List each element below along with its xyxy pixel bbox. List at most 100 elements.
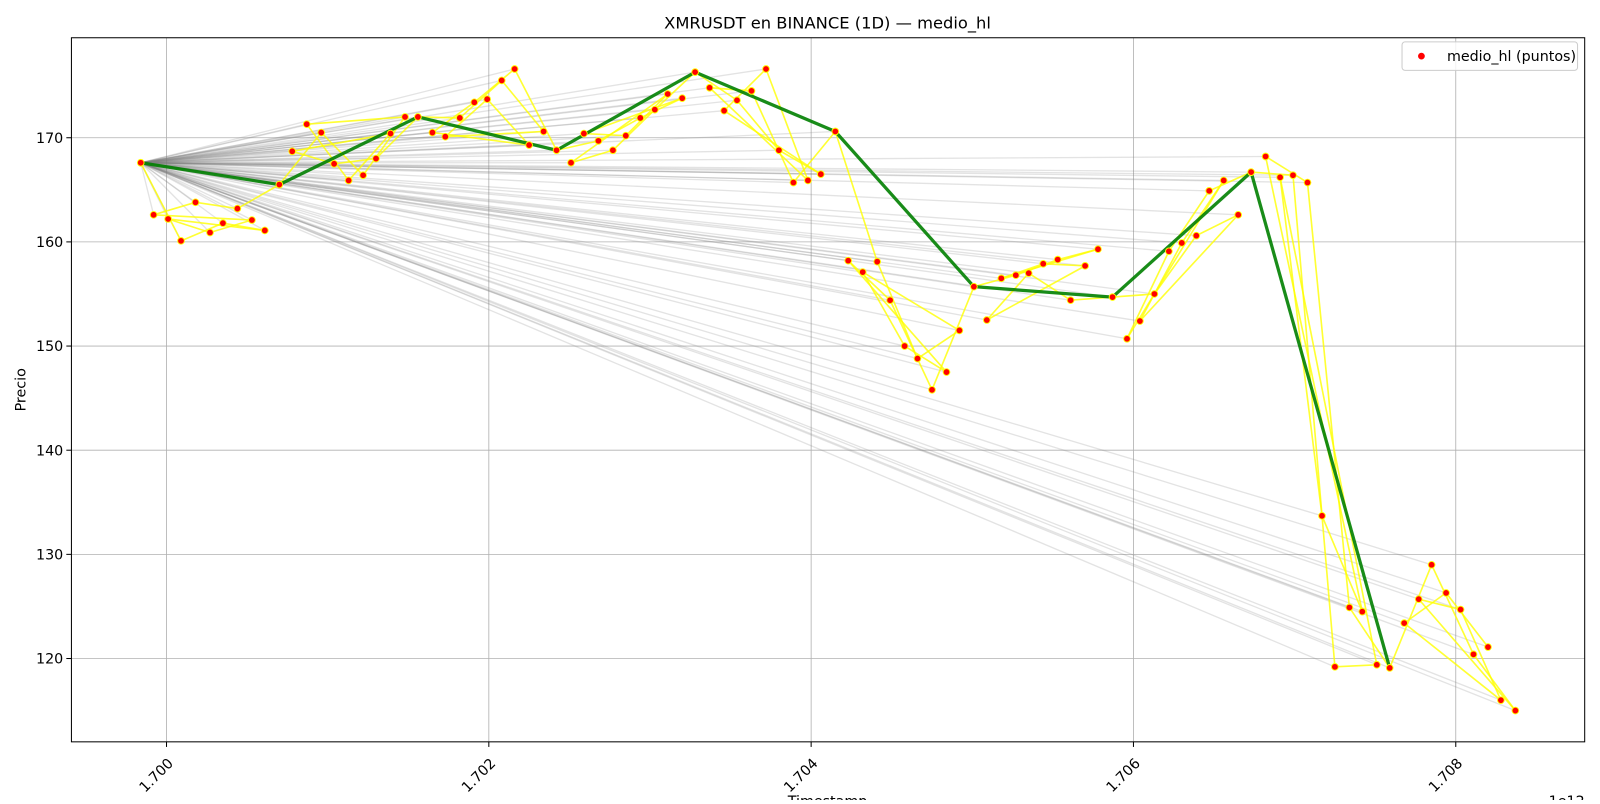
connector-line — [1126, 180, 1225, 340]
fan-line — [140, 162, 238, 210]
connector-line — [1403, 622, 1502, 701]
point — [191, 198, 200, 207]
fan-line — [140, 162, 1099, 250]
connector-line — [556, 140, 599, 152]
connector-line — [306, 123, 350, 181]
point — [510, 65, 519, 73]
fan-line — [140, 162, 1474, 655]
connector-line — [167, 218, 211, 234]
point — [650, 105, 659, 114]
point — [1345, 603, 1354, 612]
connector-line — [917, 329, 960, 360]
point — [678, 94, 687, 102]
fan-line — [140, 98, 488, 164]
fan-line — [140, 162, 1336, 668]
connector-line — [1306, 182, 1351, 608]
connector-line — [986, 272, 1030, 321]
point — [1331, 663, 1339, 671]
connector-line — [904, 345, 947, 373]
connector-line — [1265, 155, 1308, 184]
connector-line — [1126, 250, 1170, 340]
point — [525, 141, 533, 149]
connector-line — [1459, 609, 1502, 701]
point — [621, 131, 630, 140]
connector-line — [140, 162, 182, 242]
connector-line — [501, 79, 545, 133]
connector-line — [168, 218, 265, 232]
fan-line — [140, 117, 641, 164]
legend-marker — [1418, 52, 1425, 60]
point — [233, 204, 242, 213]
connector-line — [1445, 592, 1489, 648]
point — [1427, 560, 1436, 569]
connector-line — [1418, 598, 1461, 611]
point — [386, 129, 395, 138]
connector-line — [486, 98, 530, 146]
fan-line — [140, 116, 419, 164]
fan-line — [140, 132, 391, 164]
fan-line — [140, 87, 710, 164]
point — [1011, 271, 1020, 280]
point — [636, 114, 645, 122]
connector-line — [750, 90, 795, 183]
point — [705, 83, 714, 92]
point — [1497, 696, 1505, 705]
fan-line — [140, 162, 933, 391]
point — [1219, 176, 1228, 185]
y-tick-label: 160 — [36, 235, 63, 251]
connector-line — [598, 117, 641, 142]
fan-line — [140, 99, 738, 164]
fan-line — [140, 130, 544, 164]
point — [1385, 664, 1394, 672]
point — [580, 129, 588, 138]
trend-line — [417, 115, 557, 152]
x-axis-label: Timestamp — [787, 794, 868, 800]
fan-line — [140, 162, 918, 360]
fan-line — [140, 162, 1516, 712]
connector-line — [1430, 564, 1475, 655]
point — [302, 120, 311, 129]
connector-line — [834, 131, 878, 262]
fan-line — [140, 79, 502, 164]
point — [1484, 643, 1492, 651]
connector-line — [1321, 515, 1364, 612]
point — [663, 90, 672, 98]
point — [428, 128, 437, 137]
point — [970, 282, 978, 291]
fan-line — [140, 162, 1405, 624]
point — [831, 127, 840, 136]
y-tick-label: 170 — [36, 131, 63, 147]
fan-line — [140, 162, 794, 184]
fan-line — [140, 162, 196, 203]
point — [609, 146, 617, 155]
point — [1094, 245, 1102, 254]
trend-line — [140, 161, 280, 187]
connector-line — [473, 68, 516, 103]
point — [552, 146, 561, 155]
point — [470, 98, 479, 107]
fan-line — [140, 162, 224, 224]
chart-title: XMRUSDT en BINANCE (1D) — medio_hl — [664, 14, 991, 34]
connector-line — [723, 109, 822, 175]
point — [248, 216, 256, 224]
fan-line — [140, 116, 406, 164]
point — [691, 68, 699, 76]
point — [497, 76, 506, 85]
connector-line — [1403, 592, 1447, 624]
fan-line — [140, 144, 530, 164]
point — [330, 159, 338, 168]
legend: medio_hl (puntos) — [1401, 41, 1579, 71]
connector-line — [625, 93, 669, 137]
y-tick-label: 120 — [36, 652, 63, 668]
fan-line — [140, 162, 891, 301]
point — [1053, 255, 1062, 264]
y-tick-label: 130 — [36, 547, 63, 563]
point — [886, 296, 894, 305]
connector-line — [334, 157, 377, 165]
plot-frame — [70, 37, 1586, 743]
point — [1081, 262, 1089, 270]
fan-line — [140, 162, 1182, 244]
fan-line — [140, 162, 1210, 192]
connector-line — [862, 271, 960, 332]
